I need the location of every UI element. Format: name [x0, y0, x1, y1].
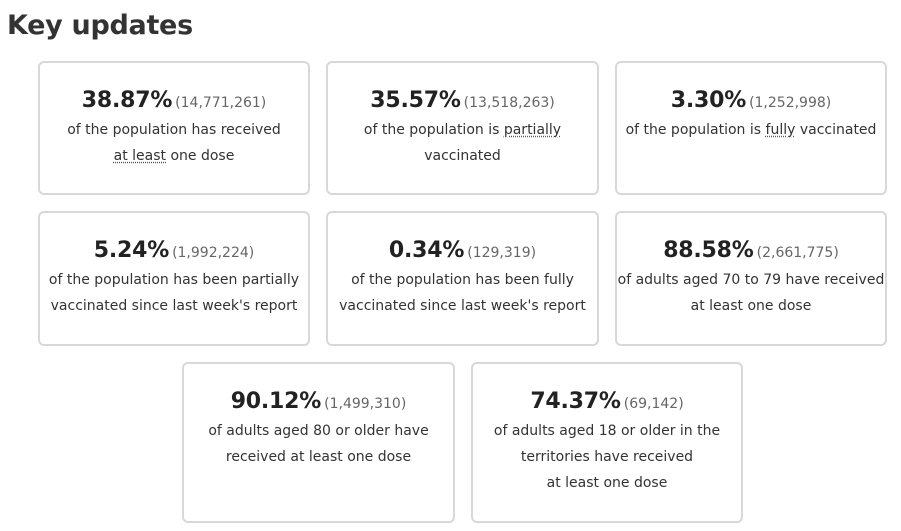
stat-description-text: vaccinated — [795, 122, 877, 138]
stat-count: (14,771,261) — [175, 95, 267, 111]
stat-description-text: of the population is — [625, 122, 766, 138]
stat-description-line: of the population has been partially — [48, 272, 300, 288]
stat-count: (13,518,263) — [463, 95, 555, 111]
stat-card-fully-since-last-week: 0.34% (129,319) of the population has bee… — [326, 211, 599, 346]
stat-description-text: of the population is — [363, 122, 504, 138]
stat-description-line: one dose — [166, 148, 235, 164]
at-least-term[interactable]: at least — [113, 148, 167, 164]
page-title: Key updates — [7, 10, 193, 41]
stat-card-fully-vaccinated: 3.30% (1,252,998) of the population is fu… — [615, 61, 887, 195]
stat-count: (1,252,998) — [749, 95, 832, 111]
stat-count: (69,142) — [623, 396, 684, 412]
stat-description: of the population is partially vaccinate… — [328, 117, 597, 169]
stat-description: of adults aged 70 to 79 have received at… — [617, 267, 885, 319]
stat-percent: 38.87% — [81, 88, 173, 113]
stat-card-partially-vaccinated: 35.57% (13,518,263) of the population is … — [326, 61, 599, 195]
stat-count: (129,319) — [467, 245, 537, 261]
stat-card-adults-70-79: 88.58% (2,661,775) of adults aged 70 to 7… — [615, 211, 887, 346]
stat-description-line: vaccinated since last week's report — [339, 298, 586, 314]
stat-line: 5.24% (1,992,224) — [40, 237, 308, 267]
stat-card-territories-adults: 74.37% (69,142) of adults aged 18 or olde… — [471, 362, 743, 523]
partially-term[interactable]: partially — [503, 122, 562, 138]
stat-description-line: of adults aged 70 to 79 have received — [617, 272, 885, 288]
stat-percent: 0.34% — [388, 238, 465, 263]
stat-description-line: at least one dose — [546, 475, 668, 491]
stat-percent: 74.37% — [530, 389, 621, 414]
stat-description-line: of the population has been fully — [351, 272, 574, 288]
stat-description-line: at least one dose — [690, 298, 812, 314]
stat-percent: 88.58% — [663, 238, 754, 263]
fully-term[interactable]: fully — [765, 122, 796, 138]
stat-line: 90.12% (1,499,310) — [184, 388, 453, 418]
stat-percent: 90.12% — [230, 389, 322, 414]
stat-description: of the population is fully vaccinated — [617, 117, 885, 143]
stat-percent: 3.30% — [670, 88, 747, 113]
stat-line: 35.57% (13,518,263) — [328, 87, 597, 117]
stat-description: of adults aged 80 or older have received… — [184, 418, 453, 470]
stat-line: 3.30% (1,252,998) — [617, 87, 885, 117]
stat-count: (1,992,224) — [172, 245, 255, 261]
stat-description-line: territories have received — [520, 449, 694, 465]
stat-card-at-least-one-dose: 38.87% (14,771,261) of the population has… — [38, 61, 310, 195]
stat-count: (1,499,310) — [324, 396, 407, 412]
stat-percent: 35.57% — [370, 88, 461, 113]
stat-line: 0.34% (129,319) — [328, 237, 597, 267]
stat-percent: 5.24% — [93, 238, 170, 263]
stat-description-text: vaccinated — [424, 148, 501, 164]
stat-description-line: vaccinated since last week's report — [50, 298, 298, 314]
stat-card-partially-since-last-week: 5.24% (1,992,224) of the population has b… — [38, 211, 310, 346]
stat-description: of adults aged 18 or older in the territ… — [473, 418, 741, 496]
stat-description-line: of the population has received — [67, 122, 281, 138]
stat-line: 74.37% (69,142) — [473, 388, 741, 418]
stat-description: of the population has been fully vaccina… — [328, 267, 597, 319]
stat-count: (2,661,775) — [756, 245, 839, 261]
stat-line: 38.87% (14,771,261) — [40, 87, 308, 117]
stat-description-line: of adults aged 18 or older in the — [493, 423, 721, 439]
stat-line: 88.58% (2,661,775) — [617, 237, 885, 267]
stat-card-adults-80-plus: 90.12% (1,499,310) of adults aged 80 or o… — [182, 362, 455, 523]
stat-description: of the population has received at least … — [40, 117, 308, 169]
stat-description-line: received at least one dose — [225, 449, 412, 465]
stat-description: of the population has been partially vac… — [40, 267, 308, 319]
stat-description-line: of adults aged 80 or older have — [208, 423, 429, 439]
